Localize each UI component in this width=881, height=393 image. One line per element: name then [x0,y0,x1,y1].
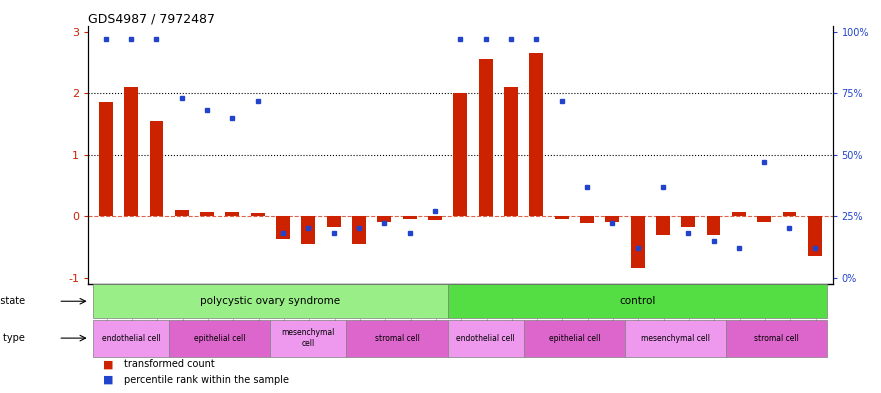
Bar [200,212,214,216]
Text: transformed count: transformed count [124,359,215,369]
Bar [478,59,492,216]
Bar [707,216,721,235]
Bar [625,320,726,357]
Bar [403,216,417,219]
Text: stromal cell: stromal cell [374,334,419,343]
Bar [555,216,568,219]
Text: percentile rank within the sample: percentile rank within the sample [124,375,289,385]
Text: epithelial cell: epithelial cell [549,334,600,343]
Text: control: control [619,296,655,306]
Bar [757,216,771,222]
Bar [327,216,341,227]
Text: stromal cell: stromal cell [754,334,799,343]
Text: polycystic ovary syndrome: polycystic ovary syndrome [200,296,340,306]
Bar [124,87,138,216]
Text: endothelial cell: endothelial cell [456,334,515,343]
Bar [504,87,518,216]
Bar [631,216,645,268]
Bar [448,320,523,357]
Text: endothelial cell: endothelial cell [102,334,160,343]
Bar [454,93,467,216]
Text: GDS4987 / 7972487: GDS4987 / 7972487 [88,13,215,26]
Text: ■: ■ [103,375,114,385]
Bar [580,216,594,224]
Bar [448,285,827,318]
Bar [732,212,746,216]
Bar [681,216,695,227]
Bar [782,212,796,216]
Text: mesenchymal
cell: mesenchymal cell [282,329,335,348]
Bar [226,212,240,216]
Bar [346,320,448,357]
Bar [656,216,670,235]
Bar [169,320,270,357]
Bar [352,216,366,244]
Text: disease state: disease state [0,296,25,306]
Bar [377,216,391,222]
Bar [726,320,827,357]
Text: mesenchymal cell: mesenchymal cell [641,334,710,343]
Bar [808,216,822,256]
Bar [428,216,442,220]
Text: ■: ■ [103,359,114,369]
Bar [605,216,619,222]
Bar [93,320,169,357]
Bar [174,210,189,216]
Bar [270,320,346,357]
Bar [523,320,625,357]
Text: epithelial cell: epithelial cell [194,334,246,343]
Bar [251,213,264,216]
Bar [529,53,544,216]
Bar [276,216,290,239]
Bar [150,121,164,216]
Bar [93,285,448,318]
Bar [99,103,113,216]
Bar [301,216,315,244]
Text: cell type: cell type [0,333,25,343]
